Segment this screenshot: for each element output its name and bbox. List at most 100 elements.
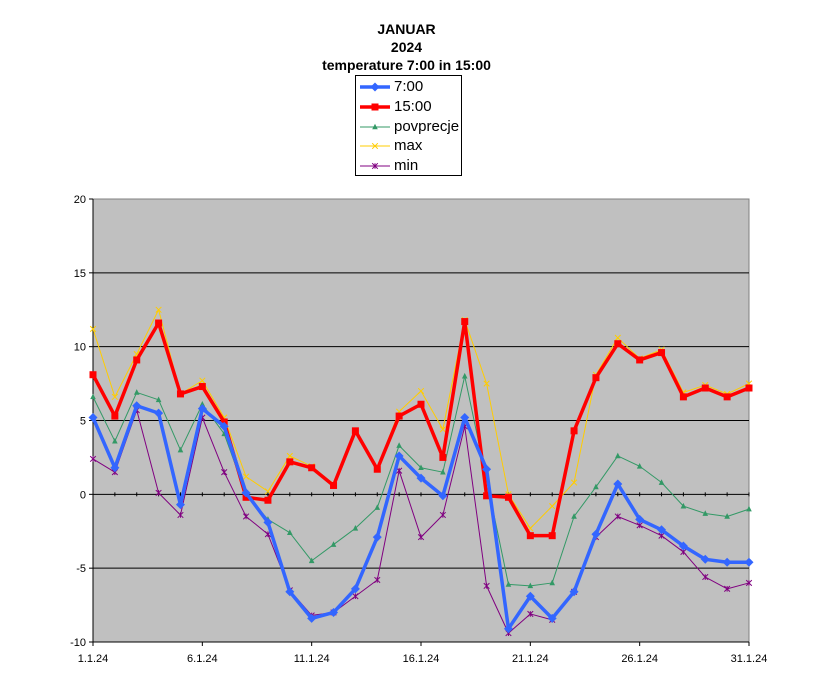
data-point <box>371 103 379 111</box>
data-point <box>527 610 534 618</box>
y-tick-label: -10 <box>70 637 86 649</box>
legend-swatch <box>360 163 390 170</box>
chart-title-line-2: 2024 <box>390 39 423 55</box>
data-point <box>549 579 555 586</box>
data-point <box>287 529 293 536</box>
data-point <box>241 488 251 498</box>
legend-label: povprecje <box>394 117 460 135</box>
legend-item: 7:00 <box>356 77 461 97</box>
data-point <box>635 514 645 524</box>
data-point <box>90 393 96 400</box>
data-point <box>371 163 379 170</box>
data-point <box>483 492 491 500</box>
legend-label: min <box>394 157 419 175</box>
data-point <box>285 587 295 597</box>
legend-swatch <box>360 123 390 129</box>
y-tick-label: 0 <box>80 489 86 501</box>
data-point <box>155 319 163 327</box>
data-point <box>570 479 578 486</box>
data-point <box>263 517 273 527</box>
data-point <box>264 488 272 495</box>
data-point <box>549 502 556 510</box>
x-tick-label: 26.1.24 <box>621 653 658 665</box>
data-point <box>372 532 382 542</box>
data-point <box>702 573 709 581</box>
data-point <box>199 377 206 384</box>
data-point <box>89 371 97 379</box>
data-point <box>242 513 250 520</box>
data-point <box>482 464 492 474</box>
data-point <box>680 502 687 509</box>
data-point <box>155 489 162 497</box>
data-point <box>504 493 512 501</box>
data-point <box>177 511 184 519</box>
data-point <box>133 389 140 395</box>
data-point <box>657 525 667 535</box>
data-point <box>592 374 600 382</box>
data-point <box>351 427 359 435</box>
x-tick-label: 11.1.24 <box>294 653 330 665</box>
data-point <box>371 143 379 150</box>
data-point <box>439 453 447 461</box>
data-point <box>329 607 339 617</box>
data-point <box>700 554 710 564</box>
data-point <box>176 390 184 398</box>
y-tick-label: 20 <box>74 194 86 206</box>
x-tick-label: 1.1.24 <box>78 653 109 665</box>
y-tick-label: 5 <box>80 416 86 428</box>
x-tick-label: 21.1.24 <box>512 653 549 665</box>
data-point <box>503 624 513 634</box>
data-point <box>219 421 229 431</box>
data-point <box>525 591 535 601</box>
data-point <box>636 462 643 469</box>
data-point <box>614 513 621 520</box>
data-point <box>89 455 97 463</box>
data-point <box>569 587 579 597</box>
data-point <box>133 356 141 364</box>
data-point <box>264 496 272 504</box>
data-point <box>461 372 468 379</box>
data-point <box>242 473 250 480</box>
data-point <box>460 413 470 423</box>
data-point <box>591 529 601 539</box>
data-point <box>615 452 621 459</box>
data-point <box>112 437 118 444</box>
data-point <box>614 334 621 341</box>
data-point <box>724 513 730 519</box>
x-tick-label: 16.1.24 <box>403 653 440 665</box>
data-point <box>111 412 119 420</box>
y-tick-label: 10 <box>74 342 86 354</box>
legend-label: max <box>394 137 423 155</box>
data-point <box>461 318 469 326</box>
data-point <box>286 458 294 466</box>
legend-item: max <box>356 136 461 156</box>
data-point <box>308 464 316 472</box>
data-point <box>593 483 599 490</box>
data-point <box>352 593 359 600</box>
data-point <box>702 510 709 516</box>
data-point <box>505 581 512 587</box>
data-point <box>132 401 142 411</box>
data-point <box>111 393 119 401</box>
data-point <box>308 557 315 564</box>
data-point <box>483 380 490 387</box>
data-point <box>330 481 338 489</box>
data-point <box>417 400 425 408</box>
data-point <box>110 463 120 473</box>
data-point <box>197 404 207 414</box>
series-700 <box>88 401 754 634</box>
data-point <box>636 356 644 364</box>
data-point <box>395 412 403 420</box>
data-point <box>199 400 206 407</box>
data-point <box>155 396 162 403</box>
data-point <box>440 468 446 475</box>
data-point <box>547 613 557 623</box>
x-tick-label: 6.1.24 <box>187 653 218 665</box>
data-point <box>678 541 688 551</box>
data-point <box>527 582 534 589</box>
data-point <box>658 349 666 357</box>
data-point <box>374 576 381 584</box>
data-point <box>483 582 490 590</box>
legend-label: 15:00 <box>394 97 432 115</box>
